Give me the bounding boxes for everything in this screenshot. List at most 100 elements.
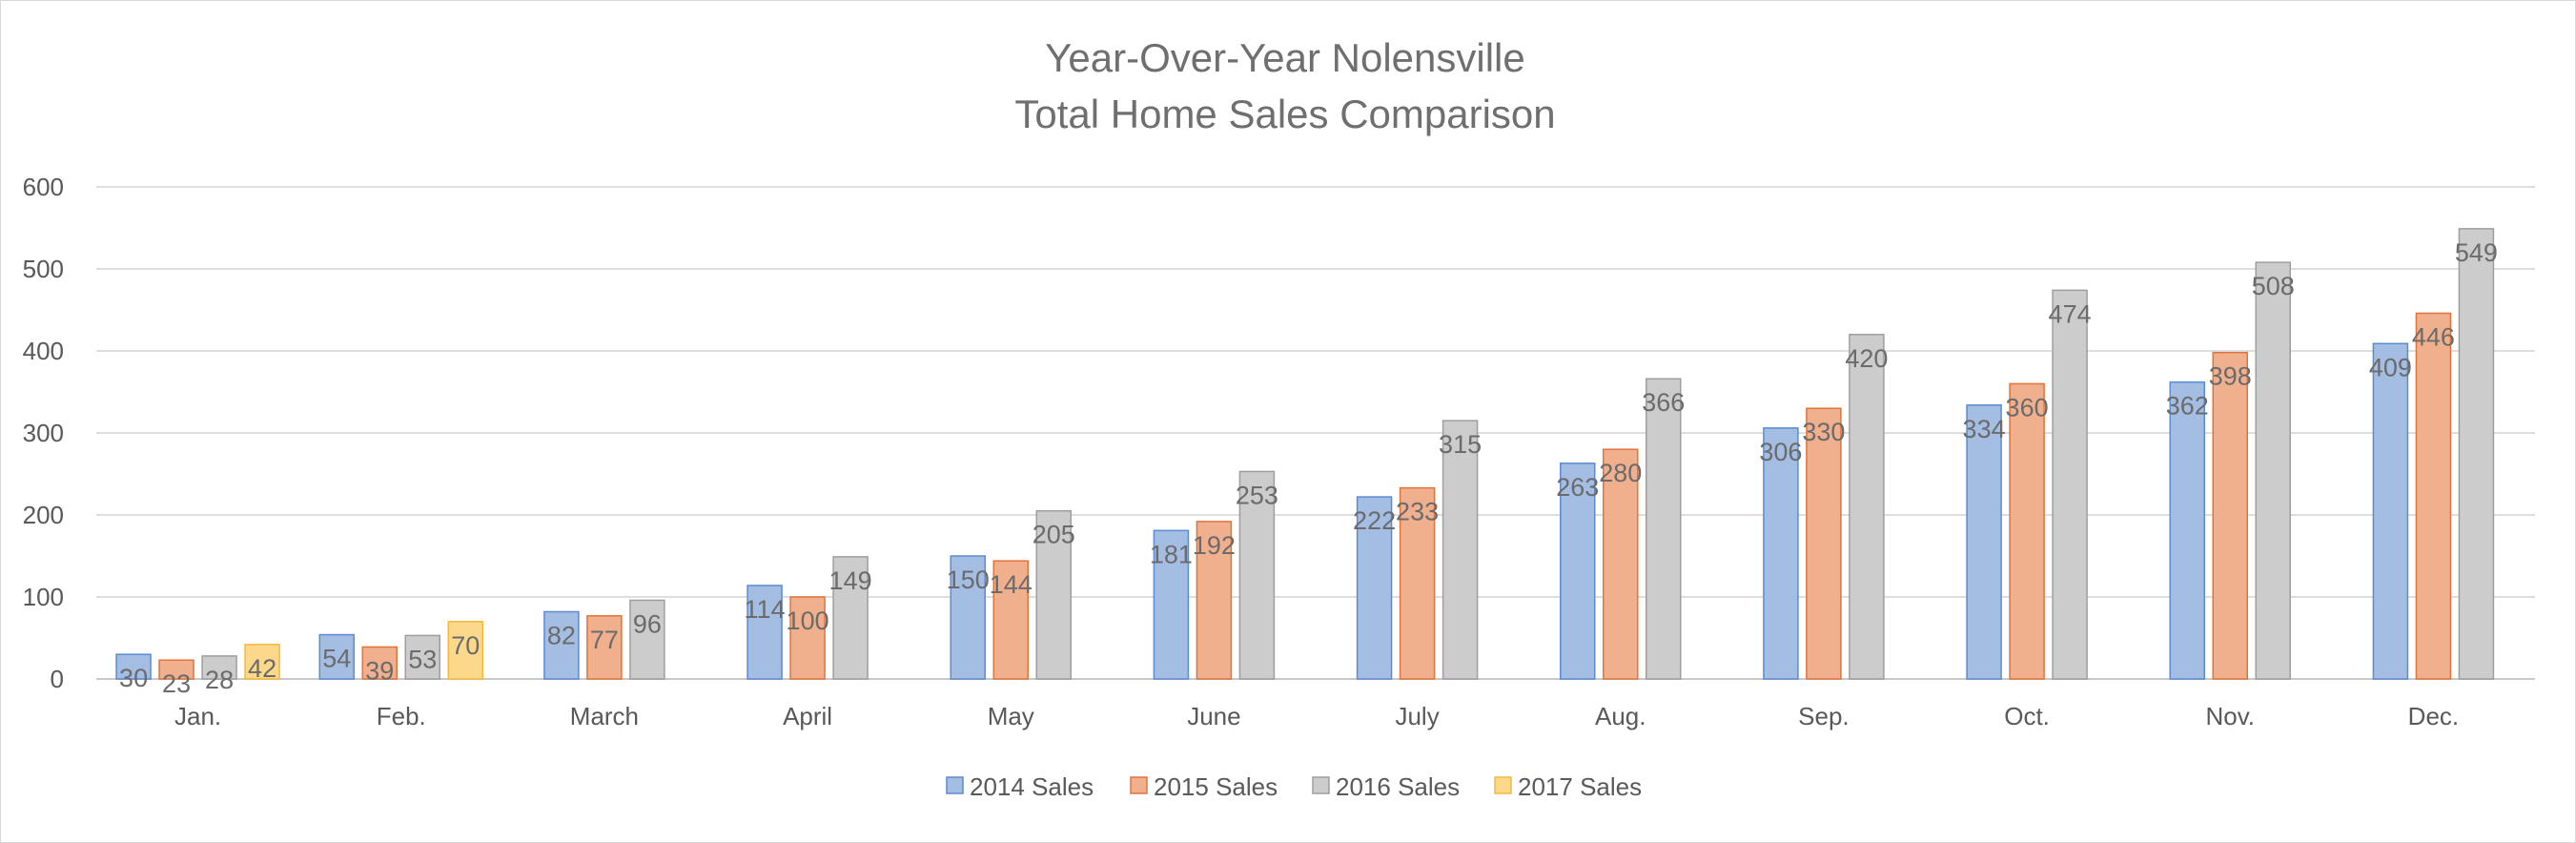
data-label: 222 (1353, 506, 1396, 535)
data-label: 360 (2006, 393, 2049, 422)
data-label: 253 (1236, 481, 1278, 509)
bar (1399, 486, 1436, 680)
data-label: 114 (745, 595, 786, 624)
bar (543, 610, 580, 680)
data-label: 315 (1439, 430, 1482, 459)
data-label: 42 (248, 654, 276, 683)
y-tick-label: 600 (23, 173, 64, 201)
bar (1196, 521, 1233, 680)
bar (1035, 509, 1072, 680)
data-label: 205 (1032, 521, 1075, 549)
legend-item: 2014 Sales (946, 772, 1094, 801)
bar (1356, 496, 1393, 680)
bar (201, 655, 237, 680)
y-tick-label: 400 (23, 337, 64, 365)
bar (115, 653, 152, 680)
category-label: Oct. (2004, 702, 2050, 730)
bar (158, 659, 194, 680)
y-tick-label: 100 (23, 583, 64, 611)
data-label: 53 (408, 645, 437, 673)
category-label: Feb. (377, 702, 426, 730)
legend-label: 2015 Sales (1154, 772, 1278, 801)
data-label: 77 (590, 626, 619, 654)
data-label: 263 (1556, 473, 1599, 502)
category-label: Nov. (2205, 702, 2255, 730)
category-label: June (1187, 702, 1240, 730)
category-label: Aug. (1595, 702, 1646, 730)
data-label: 70 (451, 631, 480, 660)
data-label: 54 (322, 645, 351, 673)
legend-swatch (946, 776, 964, 794)
bar (2372, 342, 2409, 680)
data-label: 144 (990, 570, 1032, 599)
bar (2212, 351, 2248, 680)
legend-item: 2015 Sales (1130, 772, 1278, 801)
data-label: 306 (1759, 438, 1802, 466)
legend-swatch (1312, 776, 1330, 794)
bar (1849, 334, 1885, 680)
legend-item: 2017 Sales (1494, 772, 1642, 801)
bar (2255, 261, 2291, 680)
bar (2458, 228, 2495, 680)
data-label: 474 (2049, 299, 2092, 328)
bar (950, 555, 986, 680)
data-label: 150 (947, 565, 990, 594)
bar (1966, 404, 2002, 680)
bar (586, 615, 623, 680)
data-label: 398 (2209, 362, 2252, 391)
bar (1763, 427, 1799, 680)
y-axis-ticks: 0 100 200 300 400 500 600 (23, 173, 64, 693)
data-label: 181 (1150, 540, 1193, 568)
legend-swatch (1130, 776, 1148, 794)
bar (1238, 470, 1276, 680)
category-label: Sep. (1798, 702, 1850, 730)
category-label: April (783, 702, 832, 730)
category-label: May (988, 702, 1034, 730)
legend: 2014 Sales 2015 Sales 2016 Sales 2017 Sales (946, 772, 1642, 801)
data-label: 549 (2455, 238, 2498, 267)
category-label: July (1395, 702, 1439, 730)
data-label: 192 (1193, 531, 1236, 560)
bar (447, 621, 483, 680)
y-tick-label: 300 (23, 419, 64, 447)
y-tick-label: 200 (23, 501, 64, 529)
bar (992, 560, 1029, 680)
data-label: 39 (365, 656, 394, 685)
data-label: 362 (2166, 392, 2209, 421)
y-tick-label: 0 (51, 665, 64, 693)
y-tick-label: 500 (23, 255, 64, 283)
bar (361, 646, 398, 680)
category-label: March (570, 702, 639, 730)
category-label: Jan. (174, 702, 221, 730)
data-label: 149 (829, 566, 872, 595)
data-label: 96 (633, 609, 662, 638)
bar (789, 596, 826, 680)
bar (1806, 407, 1842, 680)
bar (318, 633, 355, 680)
bar (2009, 382, 2045, 680)
legend-item: 2016 Sales (1312, 772, 1460, 801)
data-label: 280 (1599, 459, 1642, 487)
bar (1153, 529, 1190, 680)
gridlines (96, 186, 2535, 680)
data-label: 330 (1802, 418, 1845, 446)
bars (115, 228, 2495, 680)
data-label: 23 (162, 669, 191, 698)
data-label: 30 (119, 664, 148, 692)
bar (244, 644, 280, 680)
legend-swatch (1494, 776, 1512, 794)
data-label: 420 (1845, 344, 1888, 373)
data-label: 334 (1963, 415, 2006, 443)
data-label: 508 (2252, 272, 2295, 300)
data-label: 82 (547, 621, 576, 649)
category-label: Dec. (2408, 702, 2459, 730)
bar (2052, 289, 2088, 680)
bar (1646, 378, 1682, 680)
bar (404, 634, 440, 680)
data-label: 446 (2412, 322, 2455, 351)
bar (1441, 420, 1479, 680)
data-label: 233 (1396, 498, 1439, 526)
